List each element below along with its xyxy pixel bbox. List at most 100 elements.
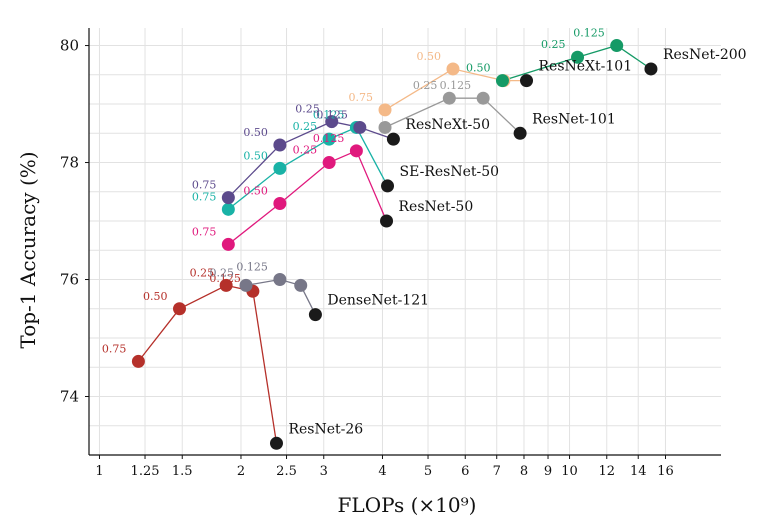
- point-se-resnet-50-0: [221, 202, 235, 216]
- x-tick-label-16: 16: [657, 464, 674, 479]
- annotation-resnet-50: ResNet-50: [399, 199, 474, 215]
- point-label-resnext-50-0: 0.75: [192, 179, 217, 192]
- series-line-resnet-101: [384, 97, 521, 134]
- point-resnext-50-4: [386, 132, 400, 146]
- point-resnext-101-0: [378, 103, 392, 117]
- point-resnet-50-2: [322, 156, 336, 170]
- point-label-se-resnet-50-0: 0.75: [192, 190, 217, 203]
- x-tick-label-5: 5: [424, 464, 432, 479]
- series-line-resnet-50: [227, 149, 388, 245]
- annotation-se-resnet-50: SE-ResNet-50: [400, 164, 500, 180]
- point-resnet-101-1: [442, 91, 456, 105]
- series-points: [131, 39, 658, 450]
- point-label-resnet-50-0: 0.75: [192, 225, 217, 238]
- series-line-resnet-200: [502, 44, 652, 82]
- point-resnet-26-1: [173, 302, 187, 316]
- model-annotations: ResNet-26 DenseNet-121 ResNet-50 SE-ResNet-…: [288, 47, 746, 437]
- point-label-resnext-50-2: 0.25: [295, 103, 320, 116]
- axes: [88, 28, 721, 456]
- x-tick-labels: 1 1.25 1.5 2 2.5 3 4 5 6 7 8 9 10 12 14 16: [95, 455, 674, 479]
- x-tick-label-1-5: 1.5: [172, 464, 193, 479]
- x-tick-label-12: 12: [598, 464, 615, 479]
- y-tick-labels: 74 76 78 80: [60, 37, 89, 406]
- point-label-resnet-26-1: 0.50: [143, 290, 168, 303]
- series-line-densenet-121: [245, 278, 316, 315]
- point-label-resnext-101-1: 0.50: [416, 50, 441, 63]
- point-label-se-resnet-50-2: 0.25: [293, 120, 318, 133]
- point-resnext-50-0: [221, 191, 235, 205]
- point-resnext-50-1: [273, 138, 287, 152]
- point-se-resnet-50-1: [273, 161, 287, 175]
- point-resnet-200-1: [571, 50, 585, 64]
- point-resnet-50-4: [380, 214, 394, 228]
- x-tick-label-4: 4: [378, 464, 386, 479]
- point-resnet-101-2: [476, 91, 490, 105]
- point-label-se-resnet-50-1: 0.50: [243, 149, 268, 162]
- point-densenet-121-1: [273, 273, 287, 287]
- point-resnet-50-0: [221, 237, 235, 251]
- point-label-resnet-26-3: 0.125: [209, 272, 241, 285]
- point-resnet-26-2: [219, 278, 233, 292]
- x-tick-label-6: 6: [461, 464, 469, 479]
- point-label-resnet-200-2: 0.125: [573, 27, 605, 40]
- point-resnet-50-3: [349, 144, 363, 158]
- annotation-resnet-101: ResNet-101: [532, 111, 616, 127]
- x-tick-label-10: 10: [561, 464, 578, 479]
- point-resnet-26-0: [131, 354, 145, 368]
- annotation-resnet-200: ResNet-200: [663, 47, 747, 63]
- point-resnet-26-4: [269, 436, 283, 450]
- point-se-resnet-50-4: [381, 179, 395, 193]
- x-tick-label-14: 14: [630, 464, 647, 479]
- point-label-resnet-50-3: 0.125: [313, 132, 345, 145]
- point-label-resnet-50-2: 0.25: [293, 144, 318, 157]
- point-label-se-resnet-50-3: 0.125: [313, 108, 345, 121]
- point-label-resnet-200-0: 0.50: [466, 62, 491, 75]
- y-tick-label-80: 80: [60, 37, 79, 55]
- point-label-resnext-50-1: 0.50: [243, 126, 268, 139]
- annotation-densenet-121: DenseNet-121: [327, 293, 429, 309]
- point-resnet-200-2: [610, 39, 624, 53]
- point-resnet-101-3: [513, 126, 527, 140]
- point-label-resnet-26-0: 0.75: [102, 342, 127, 355]
- x-axis-label: FLOPs (×10⁹): [338, 493, 477, 517]
- point-resnext-50-3: [353, 120, 367, 134]
- point-resnet-200-3: [644, 62, 658, 76]
- point-resnet-50-1: [273, 196, 287, 210]
- point-densenet-121-3: [308, 308, 322, 322]
- point-label-resnext-101-0: 0.75: [349, 91, 374, 104]
- point-label-resnet-200-1: 0.25: [541, 38, 566, 51]
- x-tick-label-8: 8: [520, 464, 528, 479]
- x-tick-label-7: 7: [493, 464, 501, 479]
- point-label-resnext-50-3: 0.125: [316, 108, 348, 121]
- point-se-resnet-50-2: [322, 132, 336, 146]
- point-label-resnet-101-1: 0.25: [413, 79, 438, 92]
- x-tick-label-3: 3: [320, 464, 328, 479]
- annotation-resnext-101: ResNeXt-101: [539, 59, 633, 75]
- x-tick-label-2: 2: [237, 464, 245, 479]
- point-densenet-121-2: [294, 278, 308, 292]
- point-label-densenet-121-1: 0.125: [236, 261, 268, 274]
- point-label-resnet-101-2: 0.125: [440, 79, 472, 92]
- point-label-resnet-26-2: 0.25: [190, 266, 215, 279]
- x-tick-label-1: 1: [95, 464, 103, 479]
- y-tick-label-74: 74: [60, 388, 79, 406]
- point-label-densenet-121-0: 0.25: [210, 266, 235, 279]
- annotation-resnet-26: ResNet-26: [288, 421, 363, 437]
- y-tick-label-78: 78: [60, 154, 79, 172]
- series-lines: [137, 44, 652, 444]
- series-line-resnext-101: [384, 68, 527, 111]
- x-tick-label-1-25: 1.25: [131, 464, 160, 479]
- y-tick-label-76: 76: [60, 271, 79, 289]
- annotation-resnext-50: ResNeXt-50: [405, 117, 490, 133]
- point-densenet-121-0: [239, 278, 253, 292]
- point-resnet-200-0: [495, 74, 509, 88]
- x-tick-label-2-5: 2.5: [276, 464, 297, 479]
- point-resnext-50-2: [325, 115, 339, 129]
- y-axis-label: Top-1 Accuracy (%): [16, 151, 40, 348]
- point-label-resnet-50-1: 0.50: [243, 184, 268, 197]
- grid-lines: [89, 28, 721, 455]
- point-resnet-101-0: [378, 120, 392, 134]
- point-resnext-101-1: [446, 62, 460, 76]
